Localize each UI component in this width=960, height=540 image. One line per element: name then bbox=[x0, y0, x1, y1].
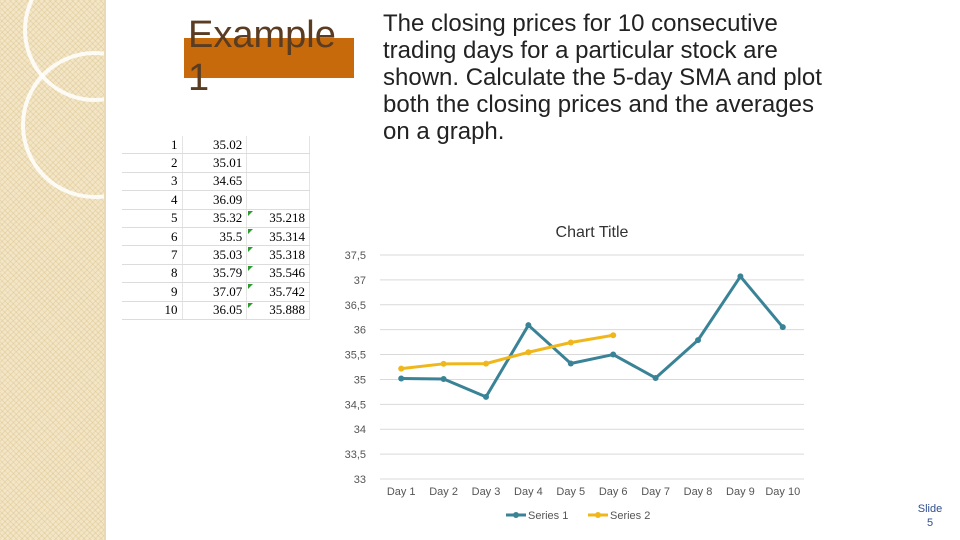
y-tick-label: 37 bbox=[354, 275, 366, 287]
row-sma bbox=[246, 190, 310, 210]
series-1-point bbox=[398, 375, 405, 382]
table-row: 9 37.07 35.742 bbox=[122, 282, 310, 302]
row-price: 37.07 bbox=[182, 282, 248, 302]
chart-title: Chart Title bbox=[556, 224, 629, 241]
row-sma: 35.742 bbox=[246, 282, 310, 302]
y-tick-label: 37,5 bbox=[345, 250, 366, 262]
row-sma: 35.218 bbox=[246, 209, 310, 228]
x-tick-label: Day 3 bbox=[472, 486, 501, 498]
slide-title: Example 1 bbox=[188, 14, 336, 99]
price-table: 1 35.02 2 35.01 3 34.65 4 36.09 5 35.32 35.218 6 35.… bbox=[122, 136, 310, 320]
row-price: 35.32 bbox=[182, 209, 248, 228]
y-tick-label: 35,5 bbox=[345, 350, 366, 362]
series-1-point bbox=[610, 351, 617, 358]
series-line-2 bbox=[401, 333, 614, 371]
row-sma bbox=[246, 153, 310, 173]
decorative-circles bbox=[21, 0, 106, 199]
row-price: 35.5 bbox=[182, 227, 248, 247]
table-row: 10 36.05 35.888 bbox=[122, 301, 310, 320]
row-price: 36.05 bbox=[182, 301, 248, 320]
legend-label-2: Series 2 bbox=[610, 510, 650, 522]
series-1-point bbox=[695, 337, 701, 344]
y-tick-label: 36 bbox=[354, 325, 366, 337]
row-sma bbox=[246, 136, 310, 155]
row-day: 3 bbox=[122, 172, 183, 192]
slide-number-value: 5 bbox=[926, 517, 934, 529]
row-price: 35.02 bbox=[182, 136, 248, 155]
legend-marker-1 bbox=[513, 512, 519, 518]
table-row: 4 36.09 bbox=[122, 190, 310, 210]
series-1-point bbox=[779, 324, 786, 331]
x-tick-label: Day 10 bbox=[765, 486, 800, 498]
y-tick-label: 34 bbox=[354, 424, 366, 436]
slide-number-label: Slide bbox=[917, 503, 943, 515]
row-price: 35.01 bbox=[182, 153, 248, 173]
row-sma: 35.546 bbox=[246, 264, 310, 284]
y-tick-label: 36,5 bbox=[345, 300, 366, 312]
x-tick-label: Day 4 bbox=[514, 486, 543, 498]
row-sma: 35.888 bbox=[246, 301, 310, 320]
series-2-point bbox=[483, 360, 489, 367]
series-1-point bbox=[525, 322, 532, 329]
y-tick-label: 33,5 bbox=[345, 449, 366, 461]
line-chart: Chart Title 33 33,5 34 34,5 35 35,5 36 36,5 37 37,… bbox=[345, 224, 804, 522]
x-tick-label: Day 1 bbox=[387, 486, 416, 498]
legend-marker-2 bbox=[595, 512, 601, 518]
series-2-point bbox=[525, 349, 532, 356]
row-day: 6 bbox=[122, 227, 183, 247]
series-1-point bbox=[652, 374, 659, 381]
x-tick-label: Day 6 bbox=[599, 486, 628, 498]
table-row: 5 35.32 35.218 bbox=[122, 209, 310, 228]
slide-number: Slide 5 bbox=[905, 502, 955, 530]
row-day: 10 bbox=[122, 301, 183, 320]
series-1-point bbox=[440, 375, 447, 382]
series-2-point bbox=[567, 339, 574, 346]
row-price: 35.79 bbox=[182, 264, 248, 284]
series-1-point bbox=[737, 273, 744, 280]
row-sma: 35.314 bbox=[246, 227, 310, 247]
series-2-point bbox=[610, 332, 617, 339]
table-row: 6 35.5 35.314 bbox=[122, 227, 310, 247]
series-2-point bbox=[440, 360, 447, 367]
row-day: 8 bbox=[122, 264, 183, 284]
x-tick-label: Day 8 bbox=[684, 486, 713, 498]
y-tick-label: 33 bbox=[354, 474, 366, 486]
series-2-point bbox=[398, 365, 405, 372]
decorative-left-strip bbox=[0, 0, 106, 540]
table-row: 8 35.79 35.546 bbox=[122, 264, 310, 284]
slide-description: The closing prices for 10 consecutive tr… bbox=[383, 10, 822, 145]
row-day: 5 bbox=[122, 209, 183, 228]
title-accent-bar bbox=[184, 38, 354, 78]
row-price: 35.03 bbox=[182, 245, 248, 265]
row-price: 34.65 bbox=[182, 172, 248, 192]
row-price: 36.09 bbox=[182, 190, 248, 210]
x-tick-label: Day 5 bbox=[556, 486, 585, 498]
row-day: 4 bbox=[122, 190, 183, 210]
series-line-1 bbox=[401, 274, 784, 399]
x-tick-label: Day 7 bbox=[641, 486, 670, 498]
row-sma bbox=[246, 172, 310, 192]
series-1-point bbox=[567, 360, 574, 367]
table-row: 2 35.01 bbox=[122, 153, 310, 173]
table-row: 3 34.65 bbox=[122, 172, 310, 192]
x-tick-label: Day 9 bbox=[726, 486, 755, 498]
series-1-point bbox=[483, 393, 489, 400]
row-day: 1 bbox=[122, 136, 183, 155]
row-sma: 35.318 bbox=[246, 245, 310, 265]
strip-edge bbox=[104, 0, 106, 540]
y-tick-label: 35 bbox=[354, 374, 366, 386]
row-day: 9 bbox=[122, 282, 183, 302]
table-row: 1 35.02 bbox=[122, 136, 310, 155]
legend-label-1: Series 1 bbox=[528, 510, 568, 522]
table-row: 7 35.03 35.318 bbox=[122, 245, 310, 265]
row-day: 2 bbox=[122, 153, 183, 173]
row-day: 7 bbox=[122, 245, 183, 265]
y-tick-label: 34,5 bbox=[345, 399, 366, 411]
x-tick-label: Day 2 bbox=[429, 486, 458, 498]
